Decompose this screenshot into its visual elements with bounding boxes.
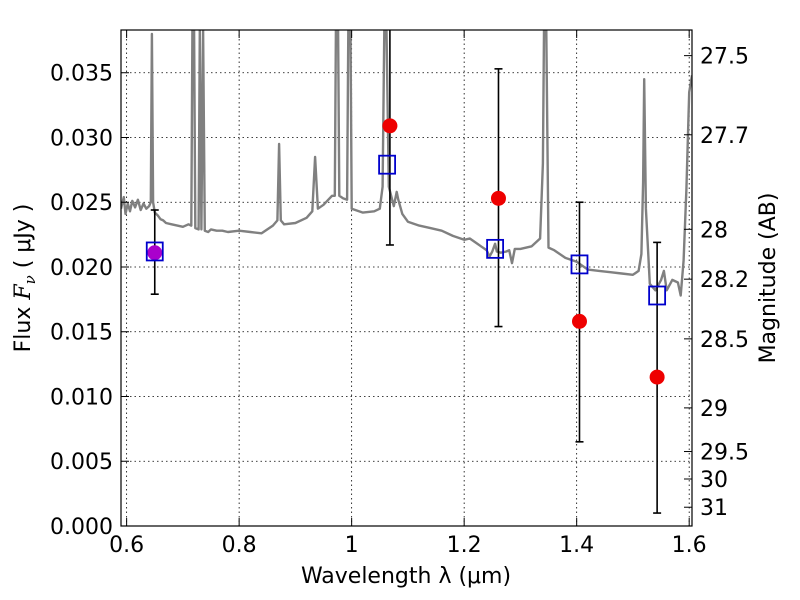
y-tick-label: 0.015 [50,321,113,346]
y-tick-label: 0.020 [50,256,113,281]
y-tick-label: 0.025 [50,191,113,216]
right-tick-label: 28.5 [700,328,749,353]
x-tick-label: 1.4 [559,533,594,558]
data-point-circle [147,245,163,261]
data-point-circle [490,190,506,206]
right-tick-label: 31 [700,496,728,521]
data-point-circle [382,118,398,134]
x-tick-label: 1 [345,533,359,558]
y-tick-label: 0.005 [50,450,113,475]
x-tick-label: 1.6 [672,533,707,558]
right-tick-label: 30 [700,468,728,493]
y-tick-label: 0.010 [50,385,113,410]
model-point-square [570,254,589,275]
model-point-square [486,238,505,259]
right-tick-label: 29.5 [700,441,749,466]
grid [121,30,692,527]
right-tick-label: 28 [700,218,728,243]
model-point-square [648,285,667,306]
axis-ticks: 0.6 0.8 1 1.2 1.4 1.6 0.000 0.005 0.010 0.015 0.02… [50,30,749,558]
x-tick-label: 1.2 [447,533,482,558]
model-point-square [378,154,396,175]
error-bars [150,30,662,514]
data-point-circle [571,313,587,329]
model-point-square [145,241,164,262]
data-point-circle [649,369,665,385]
x-tick-label: 0.6 [109,533,144,558]
spectrum-line [121,30,692,297]
y-tick-label: 0.000 [50,515,113,540]
right-tick-label: 29 [700,397,728,422]
y-axis-label: Flux Fν ( μJy ) [11,204,39,353]
right-tick-label: 27.7 [700,124,749,149]
right-axis-label: Magnitude (AB) [756,193,781,364]
y-tick-label: 0.035 [50,62,113,87]
right-tick-label: 28.2 [700,268,749,293]
plot-frame [120,29,693,527]
markers [145,118,667,385]
plot-data [121,30,692,297]
right-tick-label: 27.5 [700,45,749,70]
y-tick-label: 0.030 [50,126,113,151]
x-tick-label: 0.8 [222,533,257,558]
x-axis-label: Wavelength λ (μm) [301,564,511,589]
